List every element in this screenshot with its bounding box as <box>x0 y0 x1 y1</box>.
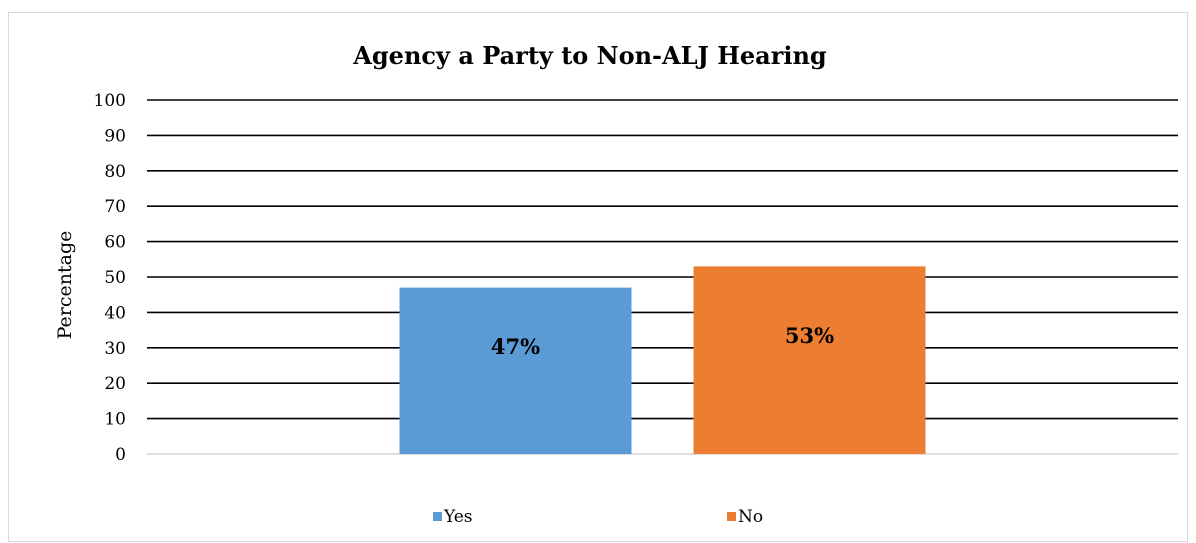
y-tick-labels: 0 10 20 30 40 50 60 70 80 90 100 <box>94 91 126 465</box>
y-tick-label: 20 <box>104 374 126 394</box>
y-tick-label: 100 <box>94 91 126 111</box>
bars <box>399 266 926 454</box>
y-tick-label: 40 <box>104 303 126 323</box>
y-tick-label: 30 <box>104 339 126 359</box>
chart-title: Agency a Party to Non-ALJ Hearing <box>352 41 827 70</box>
y-tick-label: 80 <box>104 162 126 182</box>
legend: Yes No <box>433 507 763 527</box>
y-tick-label: 0 <box>115 445 126 465</box>
gridlines <box>147 99 1178 455</box>
bar-yes <box>399 287 632 454</box>
y-tick-label: 70 <box>104 197 126 217</box>
legend-label-no: No <box>738 507 763 527</box>
data-labels: 47% 53% <box>491 323 834 359</box>
y-tick-label: 10 <box>104 410 126 430</box>
data-label-yes: 47% <box>491 334 540 359</box>
legend-swatch-yes <box>433 512 442 521</box>
bar-no <box>693 266 926 454</box>
y-tick-label: 50 <box>104 268 126 288</box>
y-tick-label: 90 <box>104 126 126 146</box>
y-tick-label: 60 <box>104 233 126 253</box>
y-axis-label: Percentage <box>54 231 76 340</box>
legend-label-yes: Yes <box>443 507 473 527</box>
legend-swatch-no <box>727 512 736 521</box>
data-label-no: 53% <box>785 323 834 348</box>
